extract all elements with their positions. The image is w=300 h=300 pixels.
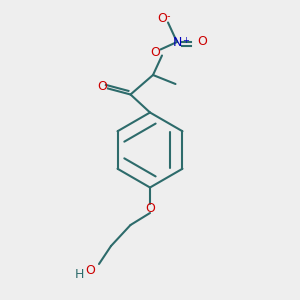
Text: O: O <box>98 80 107 94</box>
Text: O: O <box>157 11 167 25</box>
Text: N: N <box>172 35 182 49</box>
Text: O: O <box>85 263 95 277</box>
Text: +: + <box>182 36 188 45</box>
Text: O: O <box>145 202 155 215</box>
Text: H: H <box>75 268 84 281</box>
Text: O: O <box>151 46 160 59</box>
Text: O: O <box>198 35 207 49</box>
Text: -: - <box>167 11 170 21</box>
